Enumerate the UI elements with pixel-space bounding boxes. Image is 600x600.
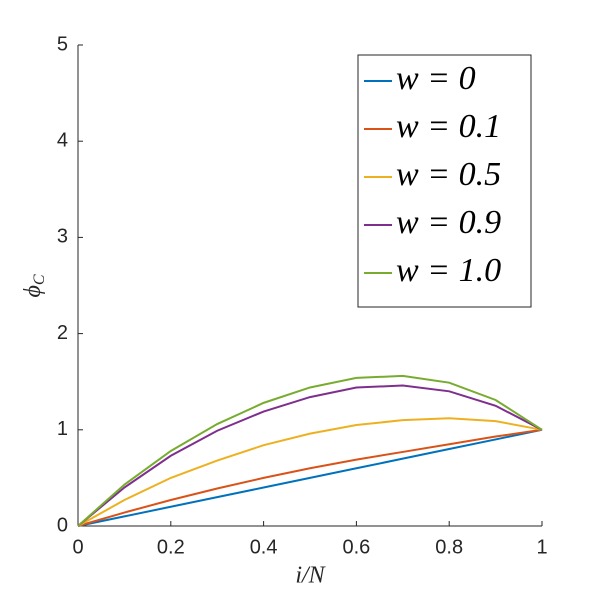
legend-label: w = 0.1: [396, 108, 501, 145]
y-tick-label: 1: [57, 418, 68, 440]
legend-label: w = 0: [396, 60, 476, 97]
legend-label: w = 1.0: [396, 252, 501, 289]
legend-label: w = 0.5: [396, 156, 501, 193]
legend-box: [357, 54, 532, 308]
x-tick-label: 0: [72, 536, 83, 558]
series-line: [77, 417, 543, 527]
x-tick-label: 0.8: [435, 536, 463, 558]
y-axis-label: ϕC: [20, 274, 48, 297]
y-tick-label: 5: [57, 33, 68, 55]
x-axis-label: i/N: [295, 563, 326, 589]
series-line: [77, 384, 543, 527]
x-tick-label: 1: [536, 536, 547, 558]
y-label-subscript: C: [31, 274, 48, 285]
series-line: [77, 428, 543, 527]
x-tick-label: 0.2: [157, 536, 185, 558]
y-tick-label: 4: [57, 129, 68, 151]
legend-label: w = 0.9: [396, 204, 501, 241]
series-line: [77, 374, 543, 527]
y-tick-label: 2: [57, 322, 68, 344]
y-tick-label: 0: [57, 514, 68, 536]
y-tick-label: 3: [57, 226, 68, 248]
y-label-symbol: ϕ: [20, 285, 46, 297]
series-line: [77, 428, 543, 527]
x-tick-label: 0.4: [250, 536, 278, 558]
x-tick-label: 0.6: [342, 536, 370, 558]
